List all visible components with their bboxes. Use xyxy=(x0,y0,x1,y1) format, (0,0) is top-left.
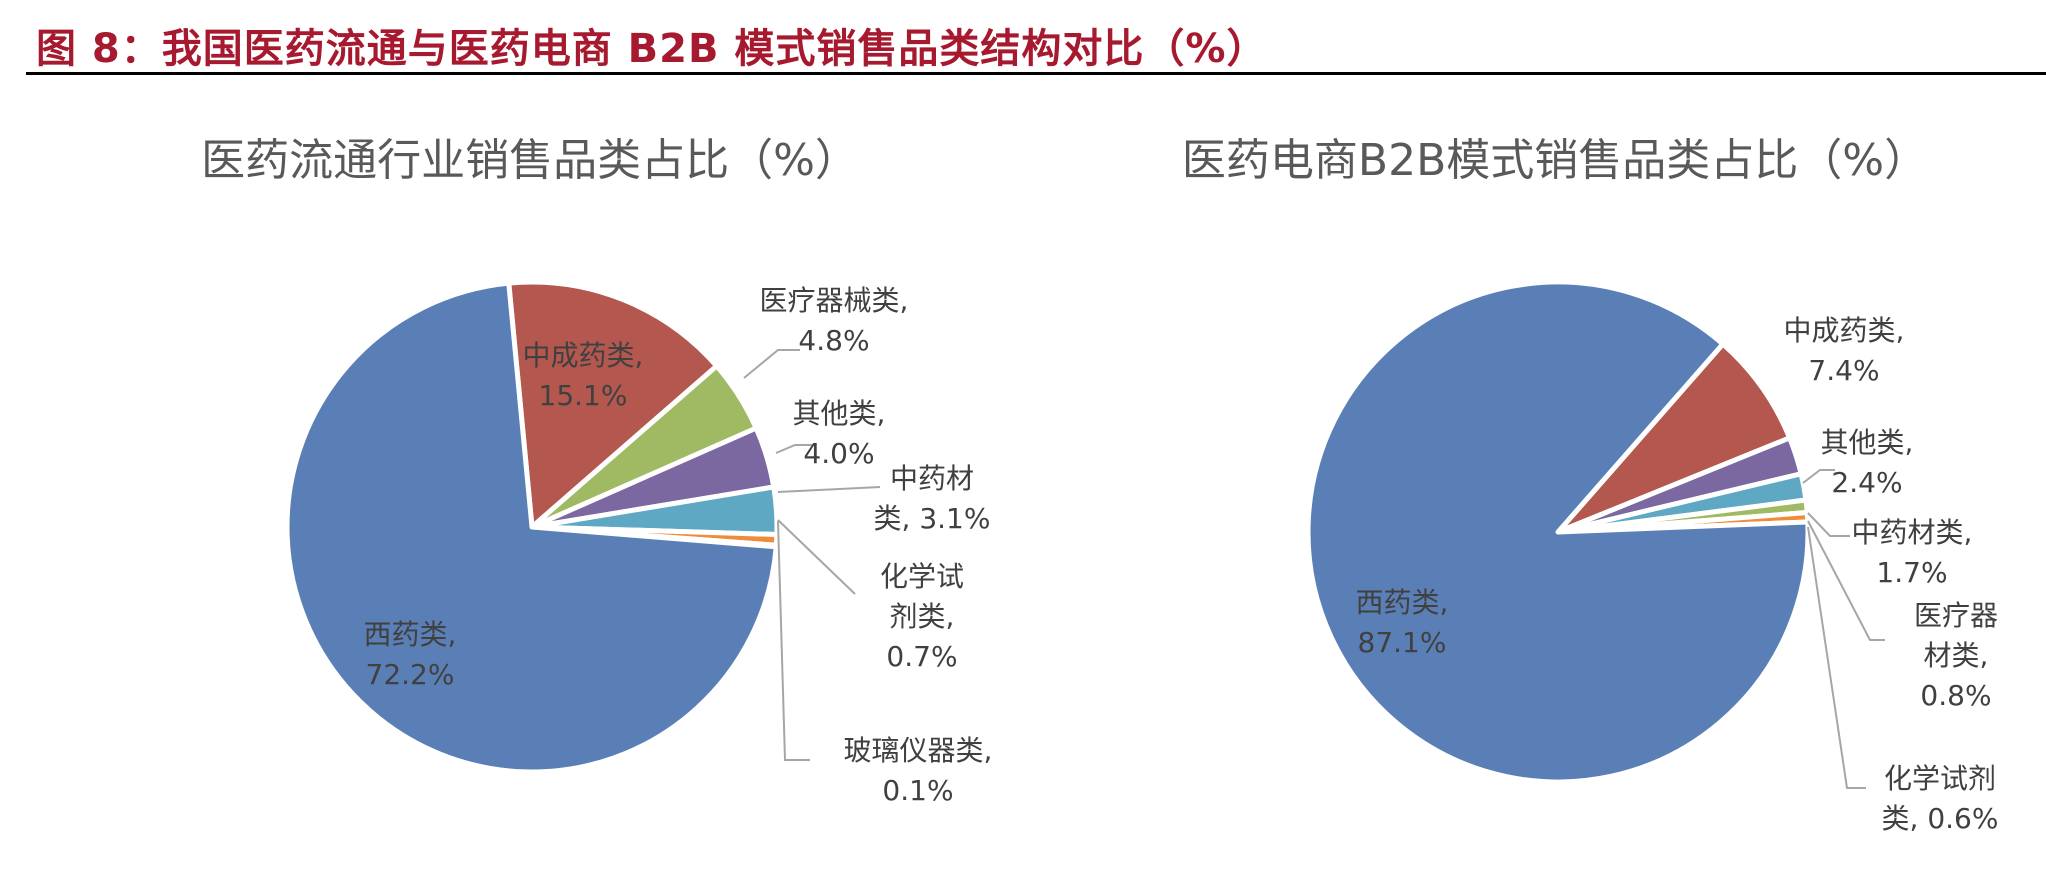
figure-title: 图 8：我国医药流通与医药电商 B2B 模式销售品类结构对比（%） xyxy=(36,26,1268,72)
leader-line xyxy=(775,444,812,454)
data-label-medical-devices: 医疗器材类, 0.8% xyxy=(1914,599,1998,712)
labels-right: 中成药类, 7.4% 其他类, 2.4% 中药材类, 1.7% 医疗器材类, 0.8% 化学试剂… xyxy=(1356,314,1999,835)
pie-left xyxy=(284,279,780,775)
data-label-chinese-herbs: 中药材类, 1.7% xyxy=(1852,516,1973,589)
pie-slice-western-medicine xyxy=(1305,279,1811,785)
data-label-chinese-herbs: 中药材类, 3.1% xyxy=(874,462,991,535)
data-label-chemical-reagents: 化学试剂类, 0.7% xyxy=(880,560,964,673)
pie-right xyxy=(1305,279,1811,785)
chart-title-left: 医药流通行业销售品类占比（%） xyxy=(201,135,859,186)
data-label-glassware: 玻璃仪器类, 0.1% xyxy=(844,734,993,807)
data-label-western-medicine: 西药类, 72.2% xyxy=(364,618,457,691)
leader-line xyxy=(777,520,810,761)
data-label-western-medicine: 西药类, 87.1% xyxy=(1356,586,1449,659)
leader-line xyxy=(1807,512,1850,537)
leader-line xyxy=(1802,469,1835,484)
data-label-other: 其他类, 2.4% xyxy=(1821,426,1914,499)
leader-line xyxy=(777,519,856,595)
data-label-chinese-patent-medicine: 中成药类, 7.4% xyxy=(1784,314,1905,387)
leader-line xyxy=(777,486,881,493)
leader-line xyxy=(1807,526,1866,789)
data-label-chemical-reagents: 化学试剂类, 0.6% xyxy=(1882,762,1999,835)
data-label-chinese-patent-medicine: 中成药类, 15.1% xyxy=(523,339,644,412)
data-label-other: 其他类, 4.0% xyxy=(793,397,886,470)
data-label-medical-devices: 医疗器械类, 4.8% xyxy=(760,284,909,357)
chart-title-right: 医药电商B2B模式销售品类占比（%） xyxy=(1182,135,1928,186)
leader-line xyxy=(1807,520,1885,641)
pie-slice-chinese-patent-medicine xyxy=(506,279,720,530)
labels-left: 中成药类, 15.1% 医疗器械类, 4.8% 其他类, 4.0%中药材类, 3.1% 化学… xyxy=(364,284,993,807)
title-divider xyxy=(26,72,2046,75)
leader-line xyxy=(743,349,800,379)
pie-slice-western-medicine xyxy=(284,280,779,775)
